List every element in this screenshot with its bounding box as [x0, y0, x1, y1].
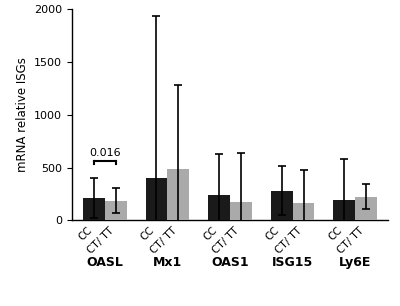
Bar: [355, 196, 377, 220]
Bar: [105, 201, 127, 220]
Text: OASL: OASL: [86, 256, 123, 269]
Text: OAS1: OAS1: [211, 256, 249, 269]
Bar: [146, 178, 168, 220]
Bar: [292, 203, 314, 220]
Text: ISG15: ISG15: [272, 256, 313, 269]
Bar: [230, 202, 252, 220]
Bar: [83, 198, 105, 220]
Bar: [168, 169, 189, 220]
Text: Ly6E: Ly6E: [339, 256, 371, 269]
Text: Mx1: Mx1: [153, 256, 182, 269]
Text: 0.016: 0.016: [89, 148, 121, 158]
Bar: [208, 195, 230, 220]
Bar: [271, 191, 292, 220]
Y-axis label: mRNA relative ISGs: mRNA relative ISGs: [16, 57, 28, 172]
Bar: [333, 200, 355, 220]
